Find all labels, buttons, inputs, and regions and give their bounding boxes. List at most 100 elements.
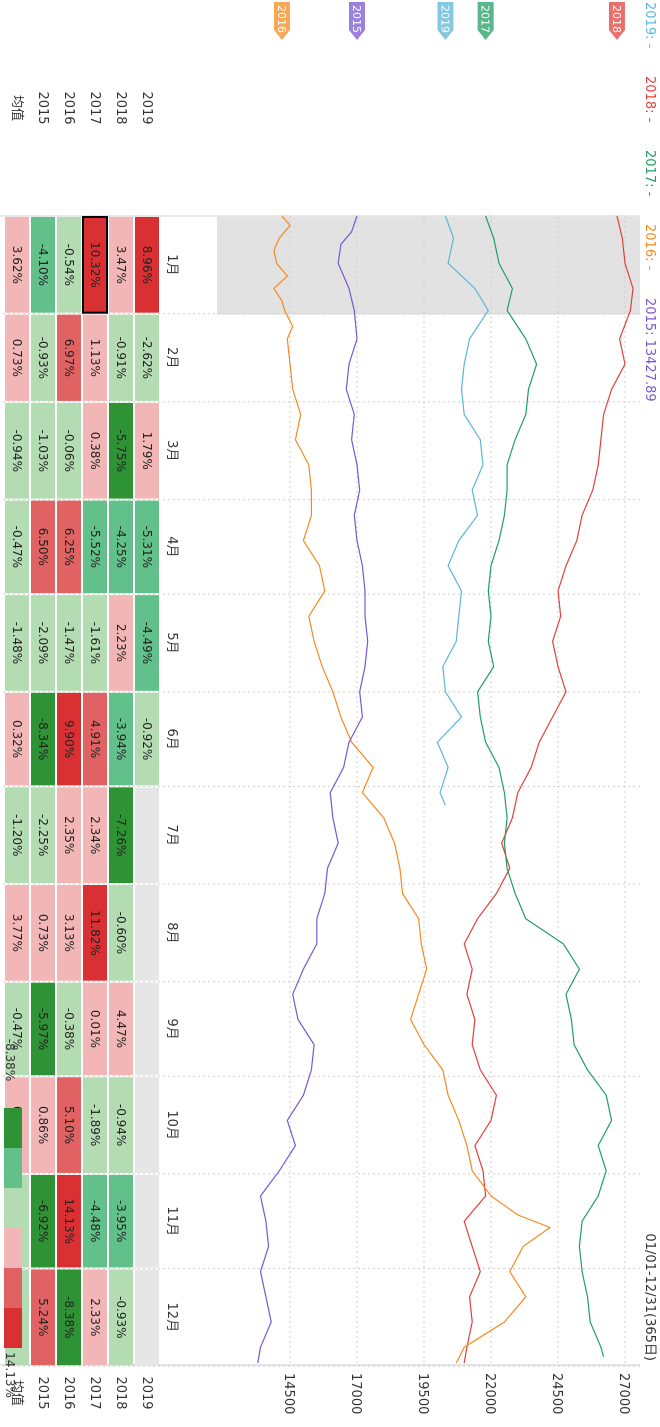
month-label: 3月 <box>164 440 179 461</box>
table-cell-value: -0.94% <box>10 430 24 472</box>
table-cell-value: -0.06% <box>62 430 76 472</box>
table-cell-value: 3.77% <box>10 914 24 952</box>
table-cell-value: 1.13% <box>88 339 102 377</box>
month-label: 2月 <box>164 347 179 368</box>
table-cell-value: 6.50% <box>36 528 50 566</box>
table-cell <box>135 500 159 594</box>
table-cell-value: 14.13% <box>62 1198 76 1244</box>
series-line-2017 <box>476 215 613 1357</box>
table-cell <box>109 314 133 401</box>
table-cell <box>135 595 159 691</box>
row-label-right: 2016 <box>61 1376 76 1409</box>
highlight-band <box>217 217 640 315</box>
table-cell <box>83 692 107 786</box>
table-cell-value: -7.26% <box>114 814 128 856</box>
table-cell-value: -2.25% <box>36 814 50 856</box>
table-cell-value: -0.38% <box>62 1008 76 1050</box>
row-label-left: 2015 <box>35 91 50 124</box>
table-cell-value: 3.47% <box>114 246 128 284</box>
table-cell-value: 2.34% <box>88 816 102 854</box>
table-cell <box>5 402 29 499</box>
series-flag-label: 2015 <box>350 5 363 33</box>
table-cell-value: -0.47% <box>10 1008 24 1050</box>
table-cell-value: 9.90% <box>62 720 76 758</box>
color-scale-swatch <box>4 1228 22 1268</box>
legend-header: 2019: - 2018: - 2017: - 2016: - 2015: 13427.… <box>642 2 657 1361</box>
table-cell <box>135 1269 159 1366</box>
table-cell <box>109 885 133 981</box>
table-cell <box>57 1269 81 1366</box>
color-scale-swatch <box>4 1188 22 1228</box>
series-flag-label: 2018 <box>610 5 623 33</box>
value-tick-label: 24500 <box>549 1373 564 1414</box>
monthly-return-table: 1月 2月 3月 4月 5月 6月 7月 8月 9月 10月 11月 12月 2019 2019 8.96%… <box>5 91 179 1410</box>
table-cell-value: -1.47% <box>62 622 76 664</box>
series-flag-label: 2019 <box>438 5 451 33</box>
color-scale-swatch <box>4 1308 22 1348</box>
table-cell <box>83 402 107 499</box>
table-cell <box>109 692 133 786</box>
table-cell-value: -0.93% <box>36 337 50 379</box>
table-cell <box>5 314 29 401</box>
table-cell <box>5 692 29 786</box>
table-cell <box>82 216 108 314</box>
table-cell <box>57 595 81 691</box>
table-cell <box>135 885 159 981</box>
table-cell-value: 0.73% <box>10 339 24 377</box>
table-cell <box>83 595 107 691</box>
table-cell <box>31 595 55 691</box>
table-cell-value: -3.95% <box>114 1200 128 1242</box>
table-cell <box>135 314 159 401</box>
table-cell <box>135 982 159 1076</box>
table-cell <box>109 500 133 594</box>
series-flag-label: 2017 <box>479 5 492 33</box>
table-cell <box>109 595 133 691</box>
table-cell <box>83 314 107 401</box>
table-cell <box>109 1174 133 1268</box>
row-label-right: 均值 <box>9 1380 25 1406</box>
row-label-right: 2017 <box>87 1376 102 1409</box>
row-label-left: 2016 <box>61 91 76 124</box>
row-label-left: 2017 <box>87 91 102 124</box>
table-cell-value: -5.31% <box>140 526 154 568</box>
table-cell-value: 5.10% <box>62 1106 76 1144</box>
table-cell-value: -0.47% <box>10 526 24 568</box>
value-tick-label: 14500 <box>281 1373 296 1414</box>
table-cell <box>109 402 133 499</box>
series-flag-2017: 2017 <box>477 2 494 40</box>
row-label-right: 2015 <box>35 1376 50 1409</box>
month-label: 5月 <box>164 632 179 653</box>
table-cell-value: 8.96% <box>140 246 154 284</box>
series-flag-2016: 2016 <box>273 2 290 40</box>
table-cell-value: 1.79% <box>140 432 154 470</box>
table-cell <box>109 1269 133 1366</box>
table-cell-value: -1.89% <box>88 1104 102 1146</box>
table-cell <box>31 692 55 786</box>
table-cell-value: 2.35% <box>62 816 76 854</box>
table-cell-value: 0.86% <box>36 1106 50 1144</box>
month-label: 10月 <box>164 1110 179 1140</box>
color-scale-min-label: -8.38% <box>3 1039 17 1081</box>
table-cell <box>135 217 159 313</box>
table-cell <box>57 885 81 981</box>
table-cell <box>135 787 159 884</box>
table-cell-value: -0.93% <box>114 1296 128 1338</box>
color-scale-swatch <box>4 1108 22 1148</box>
table-cell-value: -0.94% <box>114 1104 128 1146</box>
table-cell <box>135 1174 159 1268</box>
table-cell-value: -2.09% <box>36 622 50 664</box>
table-cell-value: 3.62% <box>10 246 24 284</box>
series-line-2016 <box>273 215 552 1364</box>
table-cell <box>31 500 55 594</box>
table-cell <box>5 885 29 981</box>
month-label: 7月 <box>164 825 179 846</box>
legend-item-2018: 2018: - <box>642 76 657 123</box>
table-cell <box>57 787 81 884</box>
table-cell-value: -3.94% <box>114 718 128 760</box>
table-cell <box>83 1269 107 1366</box>
color-scale-max-label: 14.13% <box>3 1352 17 1398</box>
table-cell-value: -4.49% <box>140 622 154 664</box>
table-cell-value: 4.47% <box>114 1010 128 1048</box>
